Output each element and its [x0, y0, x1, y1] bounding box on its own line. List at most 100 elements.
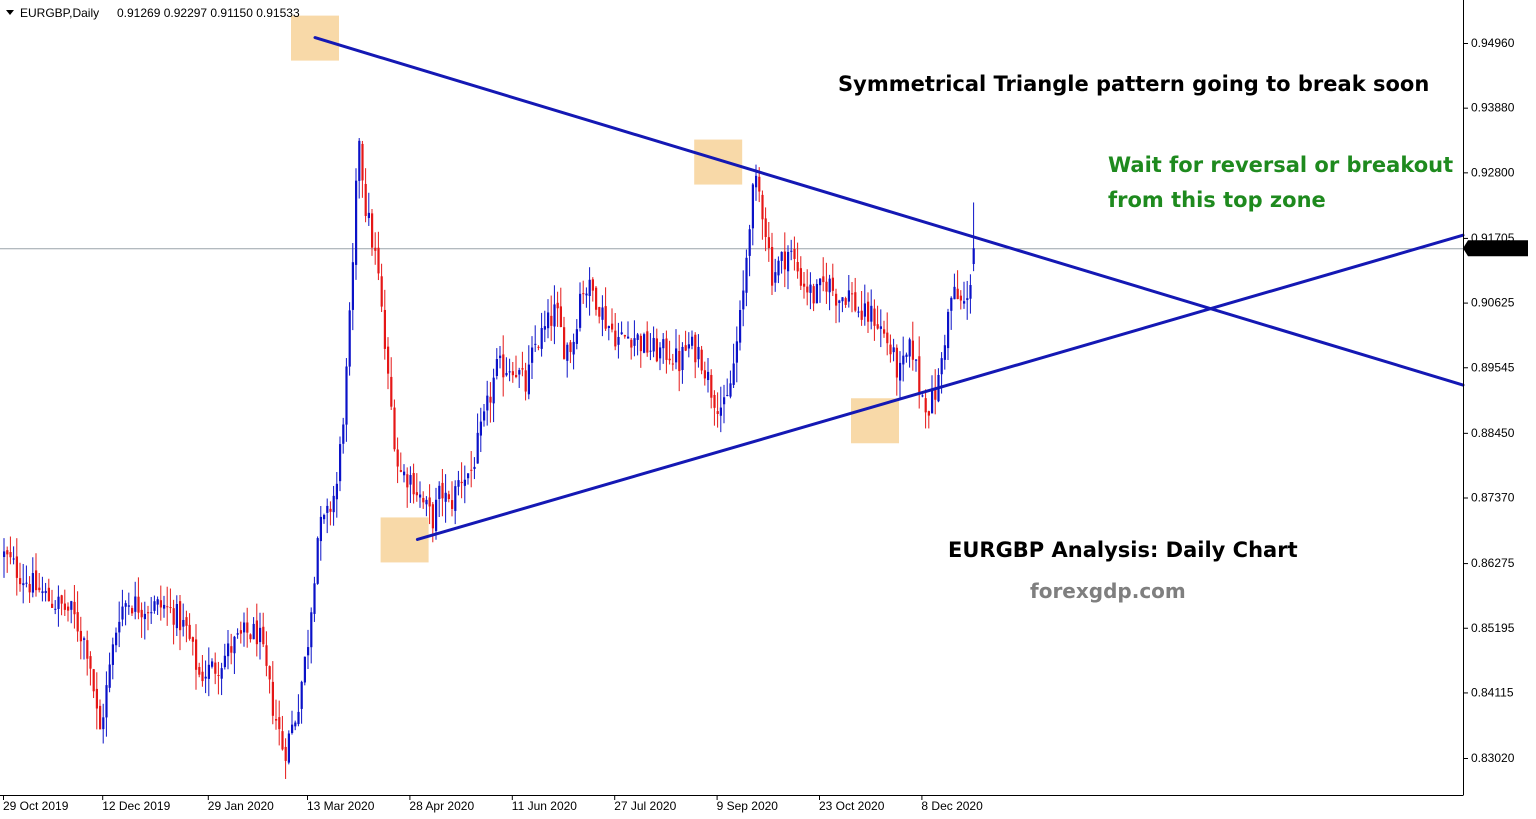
candle-body [47, 587, 50, 602]
time-tick-label: 27 Jul 2020 [614, 799, 676, 813]
candle [659, 342, 662, 371]
candle [287, 730, 290, 765]
candle-body [793, 248, 796, 259]
candle [134, 581, 137, 620]
candle-body [588, 279, 591, 297]
candle-body [22, 583, 25, 586]
candle [191, 636, 194, 656]
candle-body [99, 705, 102, 730]
candle-body [803, 283, 806, 287]
candle-body [127, 605, 130, 607]
candle [899, 351, 902, 400]
candle-body [377, 247, 380, 274]
candle-body [239, 630, 242, 634]
candle-body [335, 483, 338, 500]
candle-body [969, 285, 972, 299]
candle [905, 352, 908, 363]
candle-body [665, 338, 668, 360]
candle-body [684, 345, 687, 351]
candle [723, 384, 726, 424]
candle-body [431, 504, 434, 529]
candle-body [419, 494, 422, 498]
candle [361, 140, 364, 198]
candle-body [771, 246, 774, 286]
candle [403, 464, 406, 483]
candle-body [691, 336, 694, 346]
candle-body [515, 374, 518, 378]
candle [534, 325, 537, 352]
candle-body [518, 370, 521, 375]
candle-body [742, 290, 745, 310]
candle-body [473, 466, 476, 469]
candle [537, 345, 540, 351]
candle-body [863, 303, 866, 317]
candle [550, 295, 553, 341]
candle [524, 362, 527, 401]
candle-body [934, 389, 937, 400]
candle [950, 296, 953, 330]
candle [185, 610, 188, 643]
candle-body [668, 358, 671, 361]
candle-body [595, 287, 598, 310]
candle [543, 310, 546, 343]
candle [844, 296, 847, 308]
candle [19, 562, 22, 592]
candle [489, 382, 492, 423]
candle-body [607, 326, 610, 329]
candle-body [697, 346, 700, 360]
candle [822, 257, 825, 292]
candle-body [851, 293, 854, 295]
current-price-marker: 0.91533 [1463, 240, 1528, 257]
candle-body [735, 341, 738, 363]
candle-body [604, 306, 607, 329]
candle [595, 286, 598, 316]
candle [179, 594, 182, 651]
candle [694, 332, 697, 379]
candle [387, 337, 390, 390]
dropdown-triangle-icon[interactable] [6, 10, 14, 15]
time-tick-label: 29 Jan 2020 [208, 799, 274, 813]
candle-body [339, 444, 342, 482]
candle [732, 343, 735, 388]
candle-body [828, 278, 831, 293]
candle [243, 612, 246, 647]
candle-body [899, 362, 902, 381]
trendlines [313, 36, 1465, 541]
candle-body [585, 293, 588, 296]
candle [281, 715, 284, 751]
candle [300, 680, 303, 724]
candle-body [652, 337, 655, 352]
candle [953, 273, 956, 300]
candle-body [355, 180, 358, 265]
candle-body [351, 262, 354, 310]
candle-body [284, 746, 287, 761]
candle [796, 242, 799, 279]
candle-body [316, 538, 319, 584]
candle [915, 358, 918, 372]
candle-body [681, 346, 684, 371]
candle [415, 473, 418, 502]
candle-body [211, 661, 214, 667]
candle [582, 280, 585, 304]
candle [463, 465, 466, 504]
candle [662, 333, 665, 364]
candle-body [483, 411, 486, 421]
candle [572, 333, 575, 370]
candle-body [150, 612, 153, 614]
candle-body [947, 311, 950, 349]
candle-body [380, 276, 383, 307]
candle [51, 589, 54, 609]
candle [217, 661, 220, 695]
candle [710, 369, 713, 409]
candle [863, 284, 866, 326]
candle-body [479, 421, 482, 436]
candle-body [774, 272, 777, 283]
candle-body [556, 302, 559, 309]
candle-body [451, 500, 454, 509]
candle-body [387, 346, 390, 374]
candle [777, 256, 780, 284]
candle [780, 251, 783, 274]
candle [262, 612, 265, 648]
candle [252, 617, 255, 640]
